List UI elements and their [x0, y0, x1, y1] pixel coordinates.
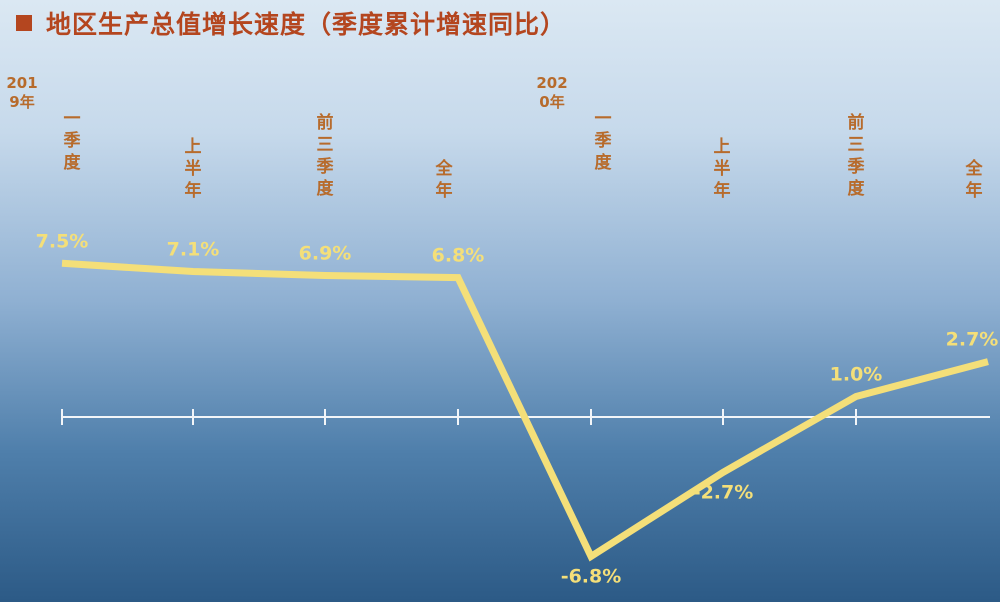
category-label-2019-full: 全年: [435, 159, 453, 201]
data-label: 7.5%: [36, 230, 89, 252]
year-label-2019: 2019年: [6, 74, 38, 111]
data-label: -6.8%: [561, 565, 622, 587]
title-marker-square: [16, 15, 32, 31]
data-label: 2.7%: [946, 329, 999, 351]
category-label-2019-q3: 前三季度: [316, 113, 334, 199]
category-label-2020-full: 全年: [965, 159, 983, 201]
data-label: 7.1%: [167, 239, 220, 261]
category-label-2019-q1: 一季度: [63, 109, 81, 173]
year-label-2020: 2020年: [536, 74, 568, 111]
chart-title: 地区生产总值增长速度（季度累计增速同比）: [46, 10, 567, 39]
category-label-2019-h1: 上半年: [184, 137, 202, 201]
chart-title-row: 地区生产总值增长速度（季度累计增速同比）: [16, 6, 566, 40]
data-label: 6.8%: [432, 245, 485, 267]
category-label-2020-q1: 一季度: [594, 109, 612, 173]
series-line-gdp-growth: [61, 259, 989, 562]
category-label-2020-q3: 前三季度: [847, 113, 865, 199]
data-label: -2.7%: [693, 481, 754, 503]
data-label: 1.0%: [830, 364, 883, 386]
category-label-2020-h1: 上半年: [713, 137, 731, 201]
data-label: 6.9%: [299, 243, 352, 265]
